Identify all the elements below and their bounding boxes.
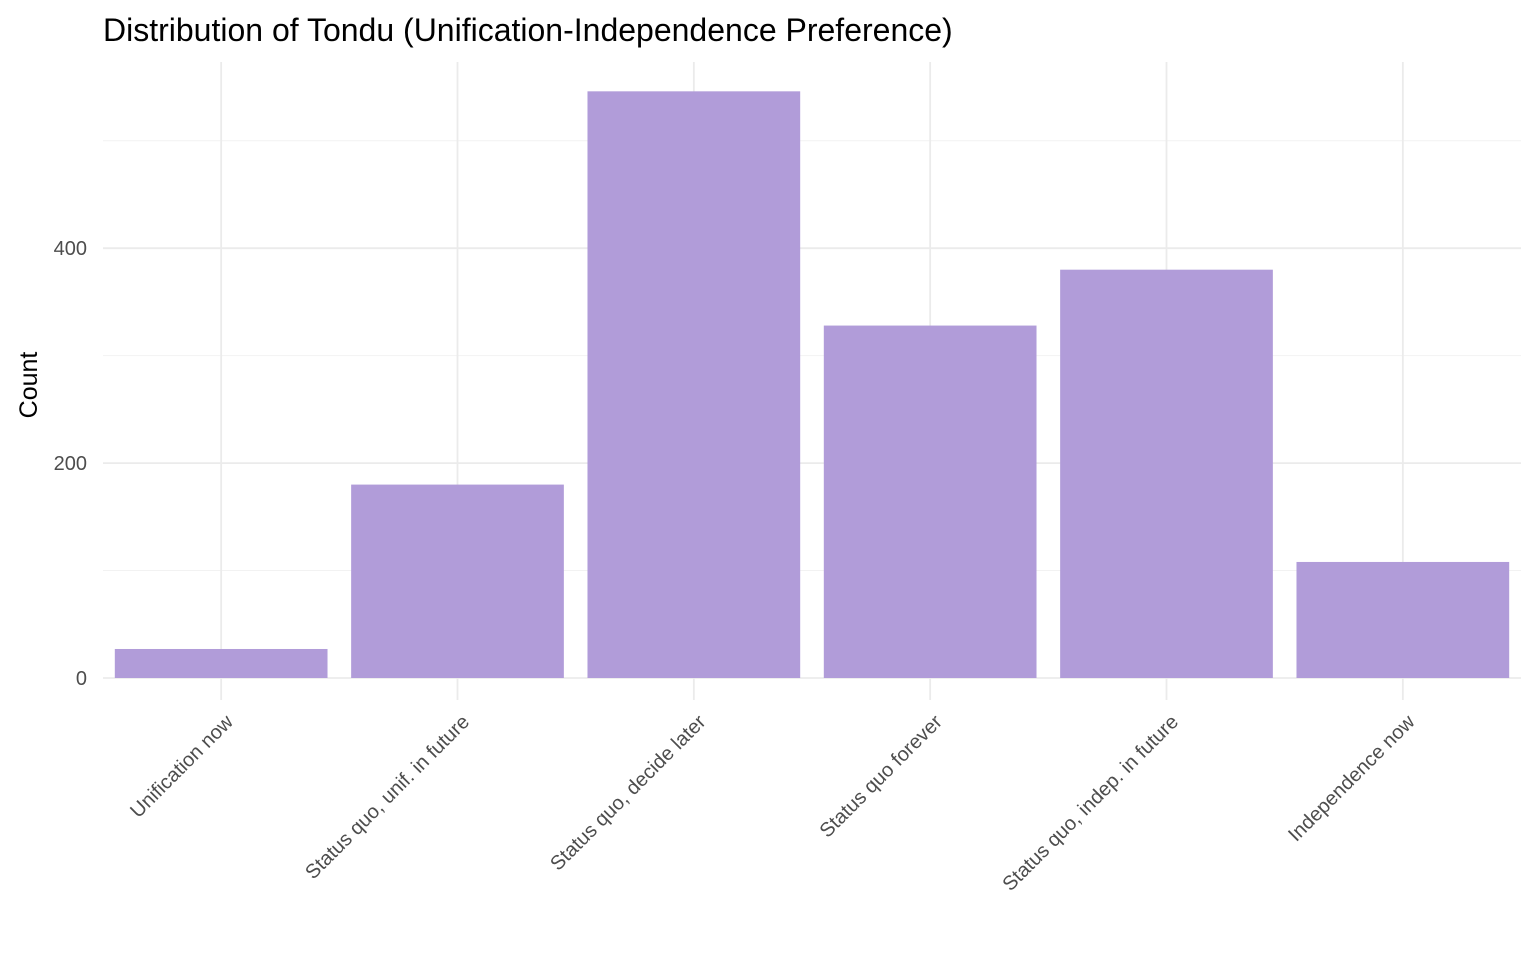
x-tick-label: Status quo, decide later <box>546 711 710 875</box>
bars <box>114 91 1510 678</box>
bar <box>351 484 564 678</box>
x-tick-label: Status quo, unif. in future <box>301 711 474 884</box>
bar <box>823 325 1037 678</box>
bar <box>1060 269 1273 678</box>
x-axis-tick-labels: Unification now Status quo, unif. in futu… <box>126 711 1420 896</box>
y-axis-title: Count <box>15 352 43 419</box>
x-tick-label: Status quo forever <box>816 711 947 842</box>
x-tick-label: Unification now <box>126 711 238 823</box>
bar <box>1296 561 1510 678</box>
y-tick-label: 400 <box>54 238 87 260</box>
x-tick-label: Independence now <box>1284 711 1419 846</box>
bar <box>587 91 801 678</box>
chart-title: Distribution of Tondu (Unification-Indep… <box>103 12 953 48</box>
bar <box>114 648 328 678</box>
y-tick-label: 200 <box>54 453 87 475</box>
y-axis-tick-labels: 0 200 400 <box>54 238 87 690</box>
y-tick-label: 0 <box>76 668 87 690</box>
grid-lines <box>103 62 1521 700</box>
x-tick-label: Status quo, indep. in future <box>998 711 1183 896</box>
